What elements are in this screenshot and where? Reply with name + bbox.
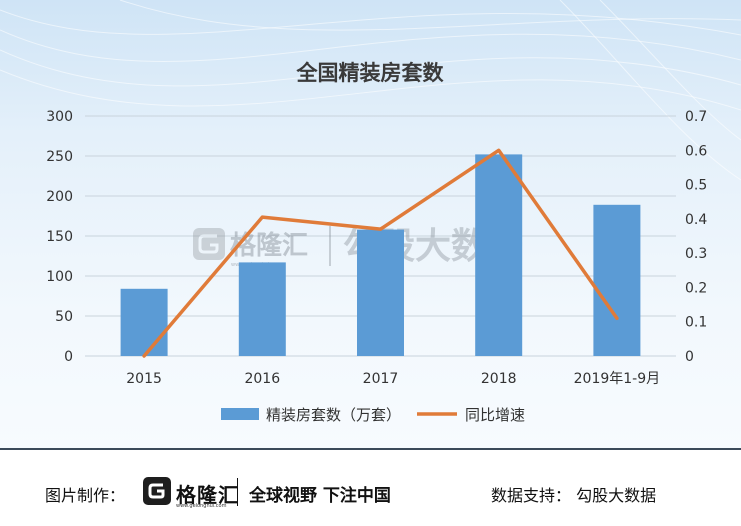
y-left-tick-label: 100 bbox=[46, 269, 73, 285]
y-left-tick-label: 300 bbox=[46, 109, 73, 125]
y-right-tick-label: 0 bbox=[685, 349, 694, 365]
chart-title: 全国精装房套数 bbox=[296, 60, 445, 85]
footer-divider bbox=[0, 448, 741, 450]
legend-bar-swatch bbox=[221, 408, 259, 420]
watermark-logo-box bbox=[193, 228, 225, 260]
made-by-label: 图片制作： bbox=[45, 486, 126, 505]
y-left-tick-label: 250 bbox=[46, 149, 73, 165]
background-lines bbox=[0, 0, 741, 448]
y-axis-right: 0 0.1 0.2 0.3 0.4 0.5 0.6 0.7 bbox=[685, 109, 707, 365]
legend-bar-label: 精装房套数（万套） bbox=[266, 406, 401, 424]
x-axis: 2015 2016 2017 2018 2019年1-9月 bbox=[126, 371, 660, 387]
bar-2017 bbox=[357, 229, 404, 356]
y-left-tick-label: 200 bbox=[46, 189, 73, 205]
bar-2016 bbox=[238, 262, 286, 356]
y-left-tick-label: 150 bbox=[46, 229, 73, 245]
y-right-tick-label: 0.4 bbox=[685, 212, 707, 228]
watermark-brand: 格隆汇 bbox=[230, 230, 308, 261]
footer-brand: 格隆汇 bbox=[176, 483, 239, 507]
x-tick-label: 2016 bbox=[244, 371, 280, 387]
y-right-tick-label: 0.7 bbox=[685, 109, 707, 125]
footer-url: www.gelonghui.com bbox=[176, 503, 227, 509]
legend-line-label: 同比增速 bbox=[465, 406, 525, 424]
line-series bbox=[142, 148, 619, 358]
y-right-tick-label: 0.3 bbox=[685, 246, 707, 262]
y-right-tick-label: 0.5 bbox=[685, 178, 707, 194]
y-right-tick-label: 0.1 bbox=[685, 315, 707, 331]
x-tick-label: 2018 bbox=[481, 371, 517, 387]
y-right-tick-label: 0.2 bbox=[685, 280, 707, 296]
legend: 精装房套数（万套） 同比增速 bbox=[221, 406, 525, 424]
bar-2019年1-9月 bbox=[593, 204, 641, 356]
footer: 图片制作： 格隆汇 www.gelonghui.com 全球视野 下注中国 数据… bbox=[0, 450, 741, 526]
bar-2018 bbox=[475, 154, 523, 356]
bar-2015 bbox=[120, 288, 168, 356]
data-support-label: 数据支持： 勾股大数据 bbox=[491, 486, 657, 505]
footer-slogan: 全球视野 下注中国 bbox=[249, 486, 391, 506]
watermark-logo-glyph bbox=[198, 234, 219, 254]
gelonghui-logo-icon bbox=[143, 477, 171, 505]
x-tick-label: 2019年1-9月 bbox=[574, 371, 661, 387]
watermark-logo-icon bbox=[193, 228, 225, 260]
y-right-tick-label: 0.6 bbox=[685, 143, 707, 159]
x-tick-label: 2015 bbox=[126, 371, 162, 387]
y-left-tick-label: 50 bbox=[55, 309, 73, 325]
x-tick-label: 2017 bbox=[363, 371, 399, 387]
y-axis-left: 0 50 100 150 200 250 300 bbox=[46, 109, 73, 365]
bar-series bbox=[120, 154, 641, 356]
y-left-tick-label: 0 bbox=[64, 349, 73, 365]
footer-separator bbox=[237, 478, 238, 506]
